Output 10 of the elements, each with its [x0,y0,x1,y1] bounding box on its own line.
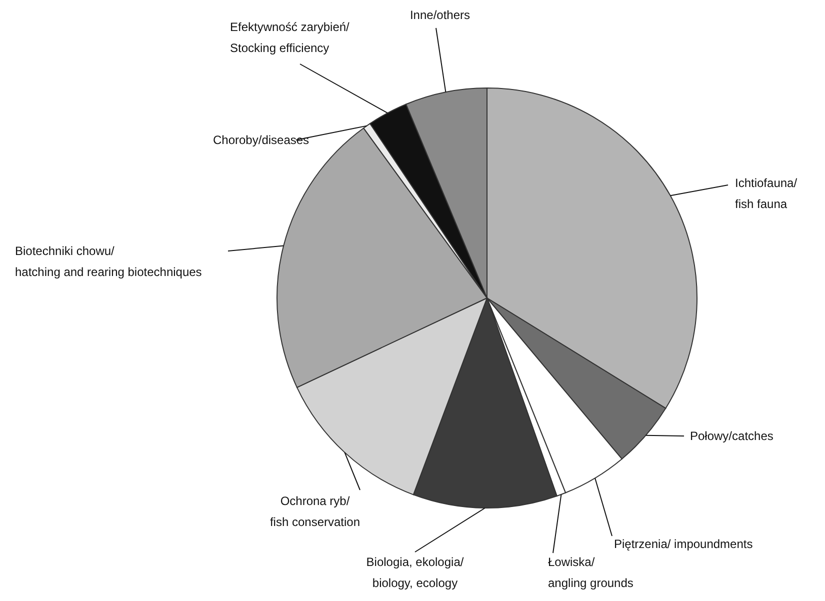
slice-label: Choroby/diseases [213,133,310,147]
slice-label: Połowy/catches [690,429,774,443]
slice-label: Efektywność zarybień/ Stocking efficiency [230,20,350,55]
slice-label: Biotechniki chowu/ hatching and rearing biotechniques [15,244,202,279]
slice-label: Inne/others [410,8,470,22]
slice-label: Łowiska/ angling grounds [548,555,634,590]
slice-label: Ichtiofauna/ fish fauna [735,176,798,211]
slice-label: Piętrzenia/ impoundments [614,537,753,551]
slice-label: Biologia, ekologia/ biology, ecology [366,555,464,590]
slice-label: Ochrona ryb/ fish conservation [270,494,360,529]
